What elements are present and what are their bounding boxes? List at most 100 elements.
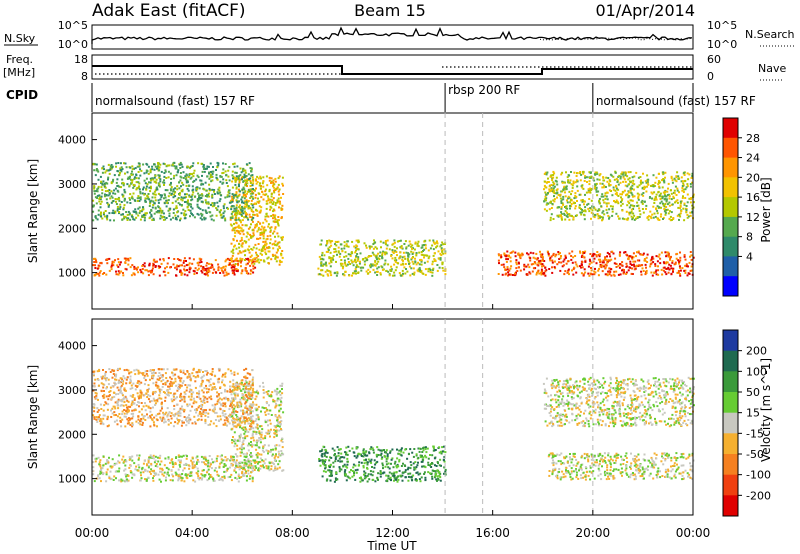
heatmap-cell [141, 208, 144, 211]
heatmap-cell [197, 414, 200, 417]
heatmap-cell [239, 261, 242, 264]
heatmap-cell [197, 470, 200, 473]
heatmap-cell [175, 474, 178, 477]
heatmap-cell [401, 262, 404, 265]
heatmap-cell [269, 230, 272, 233]
heatmap-cell [551, 261, 554, 264]
heatmap-cell [608, 253, 611, 255]
heatmap-cell [274, 202, 277, 204]
heatmap-cell [572, 256, 575, 259]
heatmap-cell [641, 202, 644, 205]
heatmap-cell [167, 195, 170, 198]
heatmap-cell [511, 274, 514, 276]
heatmap-cell [241, 215, 243, 217]
heatmap-cell [604, 273, 607, 276]
heatmap-cell [399, 251, 402, 254]
heatmap-cell [128, 458, 131, 461]
heatmap-cell [106, 201, 109, 204]
heatmap-cell [258, 385, 261, 388]
heatmap-cell [669, 215, 672, 218]
heatmap-cell [623, 189, 626, 192]
heatmap-cell [135, 177, 138, 180]
heatmap-cell [332, 258, 335, 261]
heatmap-cell [225, 274, 228, 277]
heatmap-cell [611, 205, 614, 208]
heatmap-cell [251, 469, 254, 472]
heatmap-cell [154, 196, 157, 199]
heatmap-cell [595, 186, 598, 189]
heatmap-cell [152, 454, 155, 457]
heatmap-cell [238, 204, 241, 207]
heatmap-cell [231, 174, 234, 177]
heatmap-cell [651, 213, 654, 216]
heatmap-cell [272, 463, 275, 465]
heatmap-cell [190, 195, 193, 198]
heatmap-cell [684, 272, 687, 274]
heatmap-cell [370, 263, 372, 266]
heatmap-cell [159, 163, 162, 166]
heatmap-cell [584, 259, 587, 262]
heatmap-cell [177, 375, 180, 378]
heatmap-cell [229, 466, 231, 469]
heatmap-cell [226, 458, 229, 461]
heatmap-cell [252, 210, 255, 213]
heatmap-cell [172, 208, 175, 211]
heatmap-cell [534, 267, 537, 270]
heatmap-cell [154, 165, 157, 168]
heatmap-cell [187, 199, 189, 202]
heatmap-cell [627, 256, 630, 259]
heatmap-cell [662, 218, 664, 220]
heatmap-cell [598, 199, 601, 202]
heatmap-cell [241, 467, 244, 470]
heatmap-cell [281, 437, 284, 440]
heatmap-cell [552, 199, 555, 202]
heatmap-cell [276, 256, 279, 259]
heatmap-cell [340, 247, 343, 250]
heatmap-cell [125, 166, 128, 169]
heatmap-cell [110, 466, 113, 469]
heatmap-cell [268, 188, 271, 191]
heatmap-cell [108, 257, 111, 260]
heatmap-cell [140, 210, 143, 213]
heatmap-cell [211, 266, 214, 269]
heatmap-cell [595, 190, 598, 193]
heatmap-cell [250, 443, 253, 446]
heatmap-cell [246, 388, 249, 391]
heatmap-cell [418, 267, 421, 270]
heatmap-cell [201, 474, 204, 477]
heatmap-cell [161, 467, 164, 470]
heatmap-cell [638, 184, 641, 187]
heatmap-cell [437, 250, 440, 253]
heatmap-cell [142, 405, 145, 408]
heatmap-cell [194, 480, 197, 483]
heatmap-cell [692, 256, 695, 259]
heatmap-cell [541, 253, 544, 256]
heatmap-cell [589, 187, 592, 190]
heatmap-cell [208, 267, 211, 270]
heatmap-cell [436, 240, 438, 243]
heatmap-cell [189, 471, 192, 474]
heatmap-cell [244, 184, 247, 187]
heatmap-cell [146, 374, 149, 377]
heatmap-cell [581, 266, 584, 269]
heatmap-cell [192, 180, 195, 183]
heatmap-cell [276, 199, 279, 202]
heatmap-cell [431, 244, 434, 247]
heatmap-cell [267, 223, 270, 226]
heatmap-cell [365, 246, 368, 249]
heatmap-cell [650, 184, 652, 187]
heatmap-cell [602, 210, 605, 213]
heatmap-cell [120, 478, 123, 481]
heatmap-cell [95, 202, 98, 205]
nave-tick: 0 [707, 70, 714, 83]
heatmap-cell [244, 468, 246, 471]
heatmap-cell [173, 174, 176, 177]
heatmap-cell [112, 200, 115, 202]
heatmap-cell [239, 419, 241, 422]
heatmap-cell [191, 456, 194, 459]
heatmap-cell [277, 463, 280, 466]
heatmap-cell [203, 475, 206, 478]
heatmap-cell [122, 455, 125, 458]
heatmap-cell [256, 426, 259, 429]
heatmap-cell [111, 407, 114, 410]
